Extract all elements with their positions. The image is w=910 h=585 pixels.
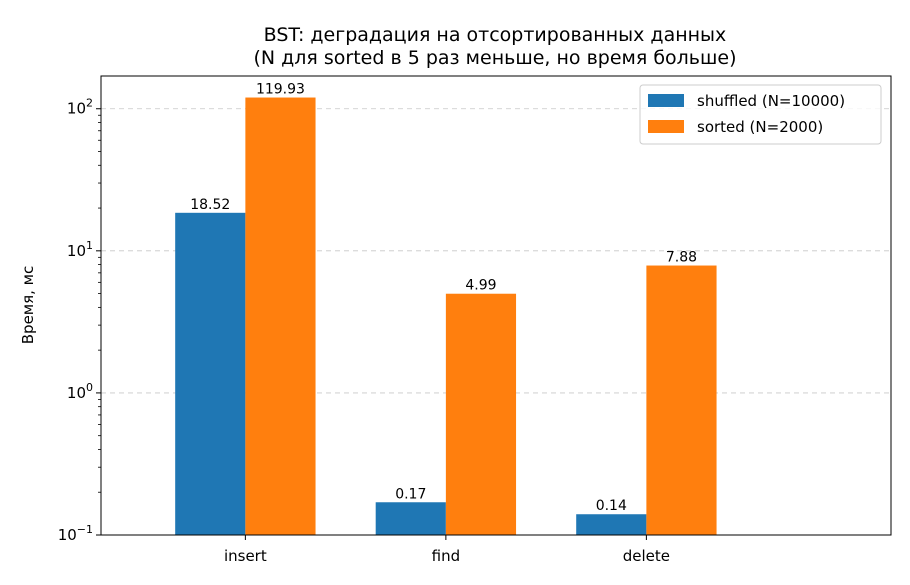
legend: shuffled (N=10000) sorted (N=2000) — [639, 84, 882, 145]
chart-title-line2: (N для sorted в 5 раз меньше, но время б… — [253, 47, 736, 69]
legend-swatch-sorted — [648, 120, 684, 133]
y-tick-label-exponent: 2 — [86, 97, 93, 110]
bar-insert-sorted — [245, 97, 316, 535]
data-label: 4.99 — [465, 278, 496, 294]
y-tick-label: 102 — [67, 97, 93, 118]
y-tick-label-base: 10 — [58, 526, 77, 544]
legend-box — [639, 84, 882, 145]
legend-label-sorted: sorted (N=2000) — [697, 118, 823, 136]
y-tick-label-exponent: 0 — [86, 381, 93, 394]
bar-delete-shuffled — [576, 514, 647, 535]
data-labels-group: 18.52 119.93 0.17 4.99 0.14 7.88 — [190, 82, 697, 515]
y-tick-label: 101 — [67, 239, 93, 260]
x-tick-label: delete — [623, 547, 670, 565]
x-tick-label: find — [432, 547, 460, 565]
bar-delete-sorted — [646, 265, 717, 535]
y-tick-label-exponent: 1 — [86, 239, 93, 252]
y-tick-label-exponent: −1 — [77, 523, 93, 536]
y-tick-label: 100 — [67, 381, 93, 402]
data-label: 0.17 — [395, 486, 426, 502]
data-label: 18.52 — [190, 197, 230, 213]
legend-swatch-shuffled — [648, 94, 684, 107]
data-label: 7.88 — [666, 250, 697, 266]
bar-insert-shuffled — [175, 212, 246, 535]
bar-find-sorted — [445, 293, 517, 535]
legend-label-shuffled: shuffled (N=10000) — [697, 92, 845, 110]
y-tick-label-base: 10 — [67, 384, 86, 402]
x-tick-label: insert — [224, 547, 267, 565]
bars-group — [175, 97, 717, 535]
data-label: 119.93 — [256, 82, 305, 98]
y-axis-label: Время, мс — [19, 266, 37, 344]
bar-find-shuffled — [375, 502, 446, 535]
y-tick-label: 10−1 — [58, 523, 93, 544]
y-tick-label-base: 10 — [67, 242, 86, 260]
data-label: 0.14 — [596, 498, 627, 514]
y-tick-label-base: 10 — [67, 100, 86, 118]
plot-frame — [100, 75, 892, 536]
x-ticks-group: insert find delete — [224, 535, 670, 565]
chart-title-line1: BST: деградация на отсортированных данны… — [264, 24, 727, 46]
